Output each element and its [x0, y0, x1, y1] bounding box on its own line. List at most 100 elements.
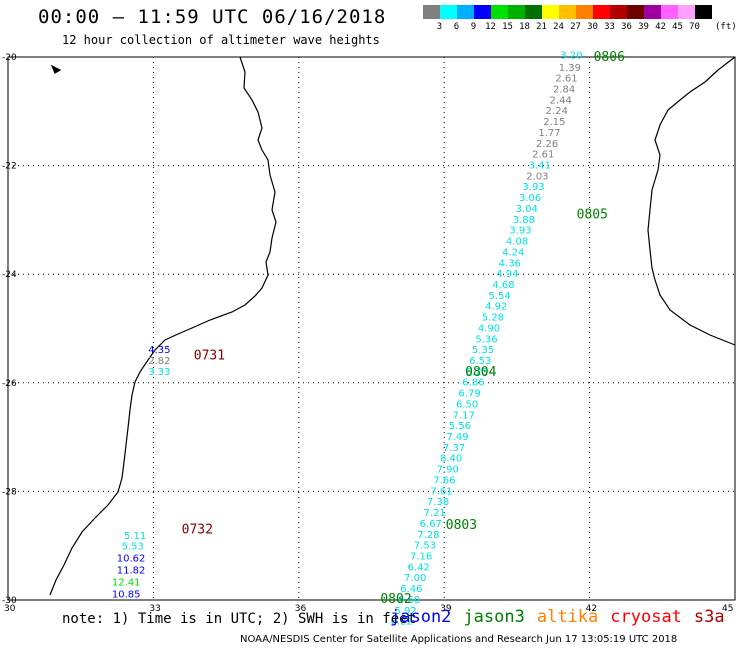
wave-height-value: 7.90: [437, 465, 459, 476]
wave-height-value: 5.92: [394, 606, 416, 617]
wave-height-value: 10.62: [117, 554, 146, 565]
wave-height-value: 6.22: [391, 617, 413, 628]
lon-tick-label: 45: [722, 604, 733, 614]
pass-time-label: 0805: [577, 207, 608, 222]
wave-height-value: 2.24: [546, 106, 568, 117]
wave-height-readings: 3.201.392.612.842.442.242.151.772.262.61…: [112, 50, 583, 627]
legend-label: 21: [536, 22, 547, 32]
wave-height-value: 4.90: [478, 323, 500, 334]
legend-swatch: [559, 5, 576, 19]
legend-swatch: [491, 5, 508, 19]
wave-height-value: 7.66: [433, 475, 455, 486]
lon-tick-label: 36: [295, 604, 307, 614]
wave-height-value: 3.41: [529, 161, 551, 172]
lat-tick-label: -20: [2, 53, 17, 63]
wave-height-value: 2.15: [543, 117, 565, 128]
coastline: [49, 56, 736, 596]
legend-swatch: [593, 5, 610, 19]
wave-height-value: 7.53: [414, 541, 436, 552]
wave-height-value: 1.77: [538, 128, 560, 139]
legend-swatch: [627, 5, 644, 19]
wave-height-value: 6.86: [462, 378, 484, 389]
wave-height-value: 2.61: [532, 150, 554, 161]
satellite-s3a: s3a: [693, 607, 725, 627]
wave-height-value: 4.35: [148, 345, 170, 356]
map-frame: [7, 56, 736, 601]
map-subtitle: 12 hour collection of altimeter wave hei…: [62, 33, 380, 47]
satellite-jason2: jason2: [390, 607, 452, 627]
legend-swatch: [474, 5, 491, 19]
lon-tick-label: 42: [586, 604, 597, 614]
legend-swatch: [576, 5, 593, 19]
legend-label: 42: [655, 22, 666, 32]
pass-time-labels: 0806 0805 0804 0803 0802 0731 0732: [182, 50, 625, 607]
pass-time-label: 0732: [182, 522, 213, 537]
satellite-jason3: jason3: [463, 607, 525, 627]
wave-height-value: 7.49: [446, 432, 468, 443]
legend-label: 6: [453, 22, 460, 32]
legend-label: 15: [502, 22, 513, 32]
legend-swatch: [525, 5, 542, 19]
credit-line: NOAA/NESDIS Center for Satellite Applica…: [240, 634, 678, 645]
footnote: note: 1) Time is in UTC; 2) SWH is in fe…: [62, 611, 417, 627]
wave-height-value: 5.28: [482, 313, 504, 324]
legend-label: 45: [672, 22, 683, 32]
legend-label: 12: [485, 22, 496, 32]
legend-swatch: [508, 5, 525, 19]
wave-height-value: 7.16: [410, 551, 432, 562]
color-scale-unit: (ft): [715, 22, 737, 32]
satellite-altika: altika: [536, 607, 599, 627]
wave-height-value: 7.37: [443, 443, 465, 454]
wave-height-value: 4.94: [496, 269, 518, 280]
wave-height-value: 7.17: [453, 410, 475, 421]
legend-label: 70: [689, 22, 700, 32]
africa-coastline: [49, 56, 277, 596]
wave-height-value: 10.85: [112, 589, 141, 600]
wave-height-value: 6.25: [466, 367, 488, 378]
wave-height-value: 5.11: [124, 531, 146, 542]
lat-tick-label: -24: [2, 270, 17, 280]
wave-height-value: 5.54: [488, 291, 510, 302]
wave-height-value: 6.79: [458, 389, 480, 400]
wave-height-value: 4.24: [502, 247, 524, 258]
color-scale-legend: [423, 5, 712, 24]
legend-label: 9: [470, 22, 477, 32]
wave-height-value: 2.44: [550, 95, 572, 106]
legend-swatch: [440, 5, 457, 19]
satellite-cryosat: cryosat: [610, 607, 682, 627]
legend-label: 33: [604, 22, 615, 32]
wave-height-value: 1.39: [559, 63, 581, 74]
wave-height-value: 6.68: [398, 595, 420, 606]
wave-height-value: 4.68: [492, 280, 514, 291]
legend-swatch: [661, 5, 678, 19]
wave-height-value: 11.82: [117, 566, 146, 577]
wave-height-value: 4.92: [485, 302, 507, 313]
wave-height-value: 2.84: [553, 84, 575, 95]
wave-height-value: 2.03: [526, 171, 548, 182]
legend-label: 24: [553, 22, 564, 32]
wave-height-value: 6.53: [469, 356, 491, 367]
pass-time-label: 0802: [380, 592, 411, 607]
legend-label: 3: [436, 22, 443, 32]
wave-height-value: 5.35: [472, 345, 494, 356]
legend-swatch: [423, 5, 440, 19]
satellite-legend: jason2 jason3 altika cryosat s3a: [390, 607, 737, 627]
pass-time-label: 0806: [594, 50, 625, 65]
legend-swatch: [542, 5, 559, 19]
legend-swatch: [695, 5, 712, 19]
pass-time-label: 0803: [446, 518, 477, 533]
lat-tick-label: -30: [2, 596, 17, 606]
wave-height-value: 3.93: [522, 182, 544, 193]
legend-swatch: [610, 5, 627, 19]
lon-tick-label: 30: [4, 604, 16, 614]
wave-height-value: 12.41: [112, 578, 141, 589]
legend-swatch: [678, 5, 695, 19]
wave-height-value: 7.28: [417, 530, 439, 541]
wave-height-value: 2.82: [148, 356, 170, 367]
wave-height-value: 6.46: [400, 584, 422, 595]
legend-swatch: [457, 5, 474, 19]
pass-time-label: 0804: [465, 365, 496, 380]
island: [50, 64, 62, 74]
wave-height-value: 7.00: [404, 573, 426, 584]
